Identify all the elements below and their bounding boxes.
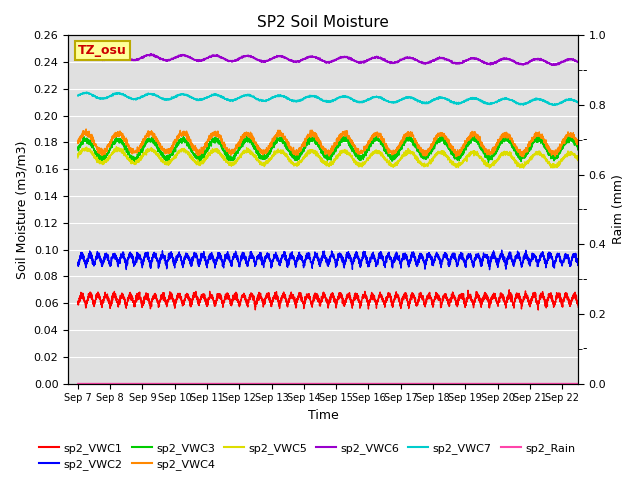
- sp2_VWC6: [548, 62, 556, 68]
- sp2_VWC1: [534, 304, 542, 310]
- sp2_VWC1: [559, 297, 567, 302]
- sp2_VWC6: [575, 60, 582, 65]
- sp2_VWC3: [284, 146, 292, 152]
- sp2_VWC7: [534, 96, 542, 102]
- sp2_VWC4: [312, 132, 319, 138]
- sp2_VWC6: [74, 54, 82, 60]
- sp2_Rain: [312, 381, 319, 386]
- sp2_VWC2: [438, 261, 445, 266]
- sp2_VWC3: [74, 145, 82, 151]
- sp2_VWC7: [284, 96, 292, 102]
- sp2_VWC4: [534, 131, 542, 137]
- Text: -: -: [582, 133, 587, 146]
- sp2_VWC1: [284, 301, 292, 307]
- sp2_VWC3: [312, 135, 319, 141]
- Text: -: -: [582, 342, 587, 355]
- sp2_Rain: [534, 381, 542, 386]
- sp2_VWC1: [506, 287, 513, 293]
- sp2_VWC2: [534, 264, 542, 269]
- sp2_VWC5: [575, 157, 582, 163]
- sp2_VWC4: [575, 141, 582, 147]
- Line: sp2_VWC5: sp2_VWC5: [78, 147, 579, 168]
- sp2_VWC2: [498, 247, 506, 253]
- sp2_Rain: [575, 381, 582, 386]
- sp2_VWC4: [438, 130, 445, 136]
- sp2_VWC7: [438, 95, 445, 101]
- sp2_VWC7: [575, 99, 582, 105]
- Legend: sp2_VWC1, sp2_VWC2, sp2_VWC3, sp2_VWC4, sp2_VWC5, sp2_VWC6, sp2_VWC7, sp2_Rain: sp2_VWC1, sp2_VWC2, sp2_VWC3, sp2_VWC4, …: [35, 438, 580, 474]
- sp2_VWC5: [534, 150, 542, 156]
- sp2_VWC2: [575, 263, 582, 268]
- sp2_VWC3: [534, 134, 542, 140]
- sp2_VWC5: [113, 144, 120, 150]
- sp2_VWC4: [289, 147, 296, 153]
- Line: sp2_VWC4: sp2_VWC4: [78, 129, 579, 157]
- sp2_VWC3: [438, 133, 445, 139]
- Y-axis label: Soil Moisture (m3/m3): Soil Moisture (m3/m3): [15, 140, 28, 278]
- sp2_VWC6: [312, 54, 319, 60]
- sp2_VWC2: [312, 253, 319, 259]
- sp2_VWC5: [559, 155, 567, 160]
- sp2_VWC5: [438, 150, 445, 156]
- sp2_VWC4: [284, 141, 292, 147]
- Line: sp2_VWC6: sp2_VWC6: [78, 53, 579, 65]
- sp2_VWC7: [552, 102, 559, 108]
- sp2_VWC6: [284, 57, 292, 62]
- sp2_VWC1: [575, 304, 582, 310]
- X-axis label: Time: Time: [308, 409, 339, 422]
- Text: -: -: [582, 203, 587, 216]
- Line: sp2_VWC7: sp2_VWC7: [78, 92, 579, 105]
- Y-axis label: Raim (mm): Raim (mm): [612, 175, 625, 244]
- sp2_Rain: [559, 381, 567, 386]
- sp2_VWC5: [312, 148, 319, 154]
- sp2_VWC7: [83, 89, 91, 95]
- sp2_VWC3: [559, 145, 567, 151]
- sp2_VWC3: [575, 144, 582, 150]
- sp2_VWC2: [486, 267, 493, 273]
- sp2_VWC3: [289, 154, 296, 160]
- sp2_VWC2: [559, 258, 567, 264]
- sp2_VWC7: [312, 93, 319, 99]
- Line: sp2_VWC3: sp2_VWC3: [78, 135, 579, 163]
- sp2_VWC5: [284, 155, 292, 161]
- sp2_Rain: [288, 381, 296, 386]
- sp2_VWC2: [74, 262, 82, 267]
- sp2_VWC6: [559, 59, 567, 65]
- Text: -: -: [582, 273, 587, 286]
- sp2_VWC4: [74, 138, 82, 144]
- sp2_VWC5: [289, 160, 296, 166]
- sp2_VWC3: [535, 132, 543, 138]
- Line: sp2_VWC1: sp2_VWC1: [78, 290, 579, 310]
- sp2_VWC1: [438, 304, 445, 310]
- Title: SP2 Soil Moisture: SP2 Soil Moisture: [257, 15, 389, 30]
- sp2_VWC1: [74, 300, 82, 306]
- sp2_VWC6: [289, 58, 296, 64]
- sp2_VWC7: [74, 93, 82, 98]
- sp2_VWC3: [131, 160, 139, 166]
- sp2_Rain: [284, 381, 292, 386]
- Line: sp2_VWC2: sp2_VWC2: [78, 250, 579, 270]
- sp2_VWC5: [74, 155, 82, 161]
- sp2_VWC1: [312, 292, 319, 298]
- sp2_VWC7: [559, 98, 567, 104]
- Text: -: -: [582, 64, 587, 77]
- sp2_VWC1: [534, 307, 542, 313]
- sp2_VWC6: [534, 56, 542, 62]
- sp2_VWC2: [288, 253, 296, 259]
- sp2_VWC7: [289, 97, 296, 103]
- sp2_VWC1: [288, 294, 296, 300]
- sp2_VWC5: [486, 165, 493, 171]
- sp2_VWC6: [83, 50, 90, 56]
- sp2_VWC2: [284, 261, 292, 266]
- sp2_Rain: [438, 381, 445, 386]
- sp2_VWC4: [520, 154, 527, 160]
- sp2_VWC4: [83, 126, 90, 132]
- Text: TZ_osu: TZ_osu: [78, 44, 127, 57]
- sp2_VWC4: [559, 138, 567, 144]
- sp2_VWC6: [438, 55, 445, 60]
- sp2_Rain: [74, 381, 82, 386]
